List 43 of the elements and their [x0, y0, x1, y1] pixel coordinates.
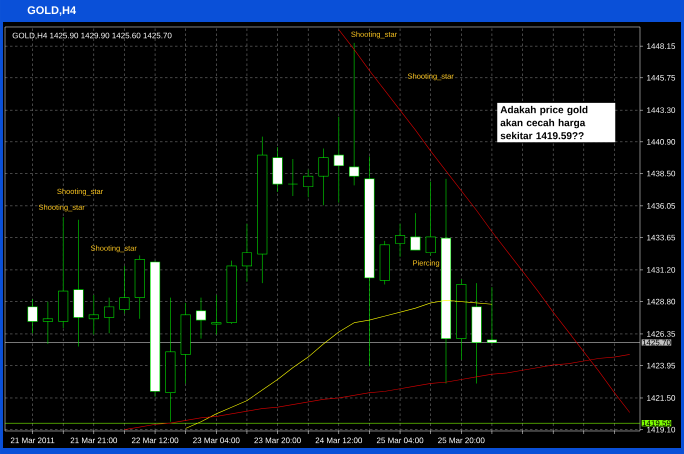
y-tick-label: 1426.35 — [647, 331, 676, 337]
x-tick-label: 24 Mar 12:00 — [316, 438, 362, 444]
y-tick-label: 1433.65 — [647, 234, 676, 240]
candlestick — [104, 297, 114, 334]
candlestick — [318, 148, 329, 206]
y-tick-label: 1436.05 — [647, 203, 676, 209]
candlestick — [88, 294, 99, 335]
x-tick-label: 25 Mar 04:00 — [376, 438, 424, 444]
y-tick-label: 1438.50 — [647, 170, 676, 176]
candlestick — [119, 266, 130, 314]
candlestick — [211, 294, 222, 335]
chart-title: GOLD,H4 — [28, 6, 76, 16]
annotation: Adakah price gold akan cecah harga sekitar 1419.59?? — [500, 106, 588, 140]
candlestick — [395, 223, 406, 258]
text: GOLD,H4 1425.90 1429.90 1425.60 1425.70 — [12, 32, 172, 40]
y-tick-label: 1440.90 — [647, 139, 676, 145]
candlestick — [196, 297, 206, 339]
candlestick — [349, 42, 360, 186]
y-tick-label: 1443.30 — [647, 107, 676, 113]
candlestick — [410, 212, 420, 250]
x-tick-label: 25 Mar 20:00 — [438, 438, 485, 444]
candlestick — [426, 181, 436, 256]
candlestick — [303, 169, 314, 198]
x-tick-label: 23 Mar 04:00 — [193, 438, 240, 444]
ref-line-label: 1425.70 — [642, 340, 671, 346]
y-tick-label: 1428.80 — [647, 298, 676, 304]
y-tick-label: 1423.95 — [647, 362, 676, 368]
y-tick-label: 1419.10 — [647, 426, 676, 432]
x-tick-label: 21 Mar 2011 — [10, 438, 54, 444]
candlestick — [242, 223, 252, 282]
x-tick-label: 23 Mar 20:00 — [254, 438, 301, 444]
candlestick — [486, 286, 497, 344]
candlestick — [334, 116, 344, 203]
candlestick — [288, 158, 298, 196]
y-tick-label: 1421.50 — [647, 395, 676, 401]
x-tick-label: 21 Mar 21:00 — [70, 438, 118, 444]
candlestick — [42, 301, 53, 344]
candlestick — [28, 298, 38, 334]
ref-line-label: 1419.59 — [642, 420, 671, 426]
x-tick-label: 22 Mar 12:00 — [132, 438, 178, 444]
y-tick-label: 1431.20 — [647, 267, 676, 273]
y-tick-label: 1445.75 — [647, 75, 676, 81]
y-tick-label: 1448.15 — [647, 43, 676, 49]
